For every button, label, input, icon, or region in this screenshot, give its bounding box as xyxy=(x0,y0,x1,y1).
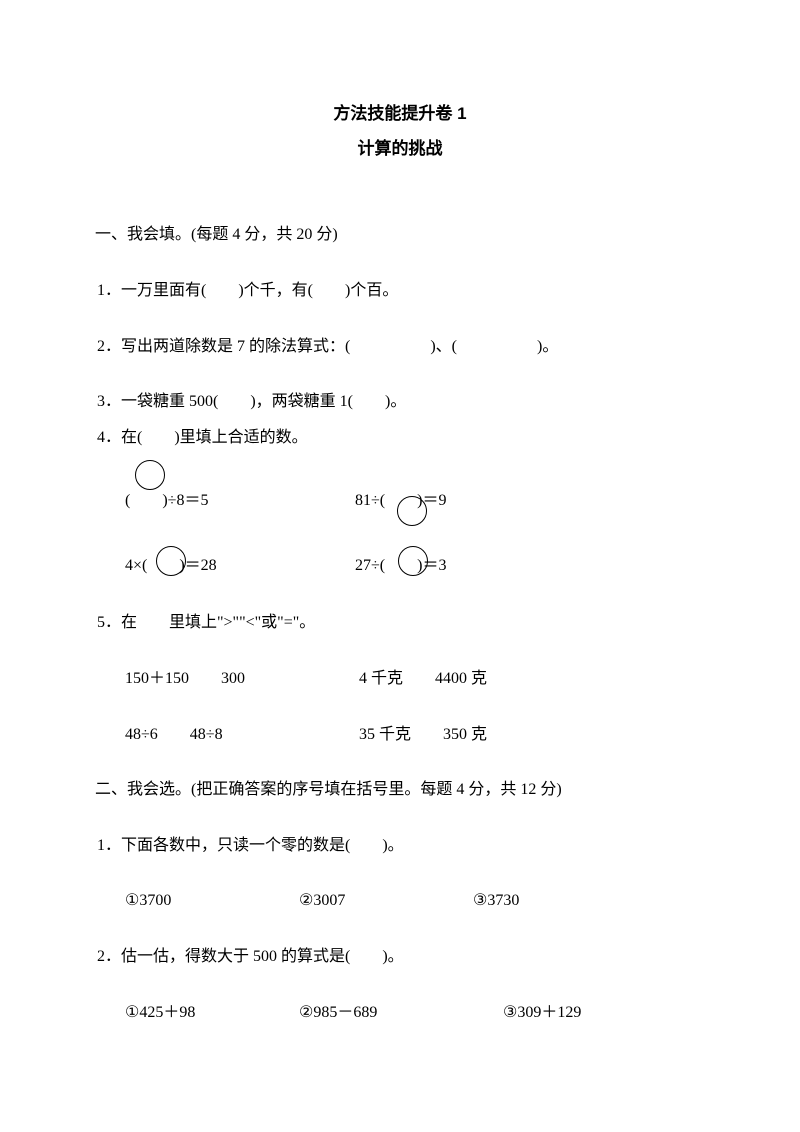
question-2-1-options: ①3700 ②3007 ③3730 xyxy=(125,888,705,914)
section-1-header: 一、我会填。(每题 4 分，共 20 分) xyxy=(95,222,705,248)
question-1-1: 1．一万里面有( )个千，有( )个百。 xyxy=(97,278,705,304)
equation-row-1: ( )÷8＝5 81÷( )＝9 xyxy=(125,480,705,520)
question-1-5: 5．在 里填上">""<"或"="。 xyxy=(97,610,705,636)
equation-2a: 4×( )＝28 xyxy=(125,553,355,579)
circle-icon xyxy=(398,546,428,576)
question-2-2-options: ①425＋98 ②985－689 ③309＋129 xyxy=(125,1000,705,1026)
comparison-2a: 48÷6 48÷8 xyxy=(125,722,355,748)
comparison-row-1: 150＋150 300 4 千克 4400 克 xyxy=(125,666,705,692)
circle-icon xyxy=(135,460,165,490)
option-2-2-2: ②985－689 xyxy=(299,1000,499,1026)
equation-1a: ( )÷8＝5 xyxy=(125,488,355,514)
option-2-1-2: ②3007 xyxy=(299,888,469,914)
circle-icon xyxy=(156,546,186,576)
question-2-2: 2．估一估，得数大于 500 的算式是( )。 xyxy=(97,944,705,970)
option-2-1-1: ①3700 xyxy=(125,888,295,914)
question-1-4: 4．在( )里填上合适的数。 xyxy=(97,425,705,451)
question-2-1: 1．下面各数中，只读一个零的数是( )。 xyxy=(97,833,705,859)
page-subtitle: 计算的挑战 xyxy=(95,135,705,162)
option-2-1-3: ③3730 xyxy=(473,888,643,914)
question-1-3: 3．一袋糖重 500( )，两袋糖重 1( )。 xyxy=(97,389,705,415)
comparison-1b: 4 千克 4400 克 xyxy=(359,666,487,692)
equation-row-2: 4×( )＝28 27÷( )＝3 xyxy=(125,545,705,585)
page-title: 方法技能提升卷 1 xyxy=(95,100,705,127)
equation-1a-text: ( )÷8＝5 xyxy=(125,492,208,509)
question-1-2: 2．写出两道除数是 7 的除法算式：( )、( )。 xyxy=(97,334,705,360)
equation-1b: 81÷( )＝9 xyxy=(355,488,555,514)
option-2-2-3: ③309＋129 xyxy=(503,1000,673,1026)
comparison-1a: 150＋150 300 xyxy=(125,666,355,692)
section-2-header: 二、我会选。(把正确答案的序号填在括号里。每题 4 分，共 12 分) xyxy=(95,777,705,803)
equation-2b: 27÷( )＝3 xyxy=(355,553,555,579)
comparison-row-2: 48÷6 48÷8 35 千克 350 克 xyxy=(125,722,705,748)
circle-icon xyxy=(397,496,427,526)
option-2-2-1: ①425＋98 xyxy=(125,1000,295,1026)
comparison-2b: 35 千克 350 克 xyxy=(359,722,487,748)
